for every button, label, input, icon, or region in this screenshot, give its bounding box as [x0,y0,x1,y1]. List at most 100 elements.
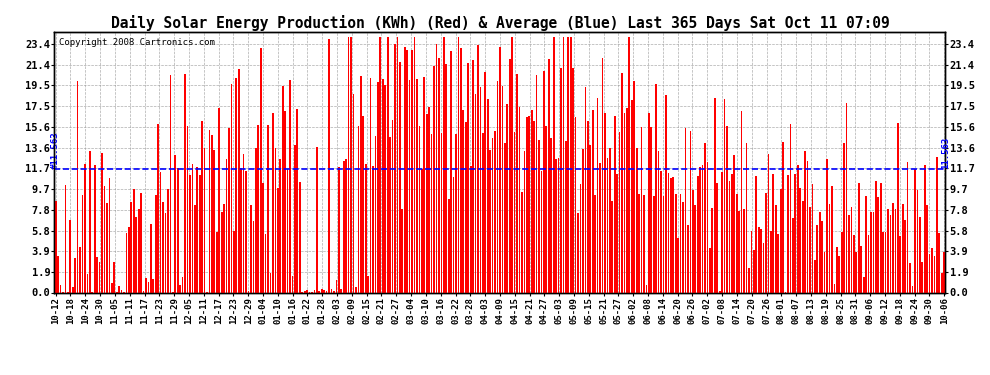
Bar [446,64,447,292]
Bar [547,59,549,292]
Bar [241,168,242,292]
Bar [545,126,547,292]
Bar [447,199,449,292]
Bar [607,158,608,292]
Bar [845,103,847,292]
Bar [648,113,649,292]
Bar [96,257,98,292]
Bar [599,164,601,292]
Bar [231,84,233,292]
Bar [531,110,533,292]
Bar [536,75,538,292]
Bar [614,117,616,292]
Bar [887,209,889,292]
Bar [255,148,256,292]
Bar [914,169,916,292]
Bar [712,208,713,292]
Bar [863,276,864,292]
Bar [534,121,535,292]
Bar [224,204,225,292]
Bar [128,226,130,292]
Bar [697,176,699,292]
Bar [602,58,603,292]
Bar [69,220,71,292]
Bar [704,143,706,292]
Bar [109,178,110,292]
Bar [665,95,667,292]
Bar [692,190,694,292]
Bar [326,291,328,292]
Bar [121,290,123,292]
Bar [489,150,491,292]
Bar [812,184,813,292]
Bar [457,37,459,292]
Bar [511,37,513,292]
Bar [497,81,498,292]
Bar [682,202,684,292]
Bar [299,183,301,292]
Bar [807,161,809,292]
Bar [264,234,266,292]
Bar [877,197,879,292]
Bar [519,107,521,292]
Bar [529,116,530,292]
Bar [269,273,271,292]
Bar [670,178,671,292]
Bar [694,205,696,292]
Bar [441,133,443,292]
Bar [262,183,264,292]
Bar [504,142,506,292]
Bar [555,159,557,292]
Bar [267,125,269,292]
Bar [562,37,564,292]
Bar [770,231,772,292]
Bar [580,184,581,292]
Bar [677,238,679,292]
Bar [797,165,799,292]
Bar [394,44,396,292]
Bar [672,177,674,292]
Bar [772,174,774,292]
Bar [629,37,631,292]
Text: #11.563: #11.563 [51,132,60,170]
Bar [492,138,493,292]
Bar [858,183,859,292]
Bar [365,164,366,292]
Bar [775,205,776,292]
Bar [72,287,73,292]
Bar [940,273,942,292]
Bar [316,147,318,292]
Bar [650,127,652,292]
Bar [865,196,867,292]
Bar [341,288,343,292]
Bar [577,213,579,292]
Bar [384,85,386,292]
Bar [89,151,91,292]
Bar [804,152,806,292]
Bar [477,45,479,292]
Bar [101,153,103,292]
Bar [277,188,278,292]
Bar [482,134,484,292]
Bar [157,124,159,292]
Bar [416,79,418,292]
Bar [462,110,464,292]
Bar [169,75,171,292]
Bar [177,168,178,292]
Bar [850,207,852,292]
Bar [541,171,543,292]
Bar [382,79,384,292]
Bar [467,63,469,292]
Bar [126,233,128,292]
Bar [84,164,86,292]
Bar [352,94,354,292]
Bar [321,289,323,292]
Bar [526,117,528,292]
Bar [841,232,842,292]
Bar [143,291,145,292]
Bar [767,154,769,292]
Bar [827,159,828,292]
Bar [294,145,296,292]
Bar [507,104,508,292]
Bar [57,256,59,292]
